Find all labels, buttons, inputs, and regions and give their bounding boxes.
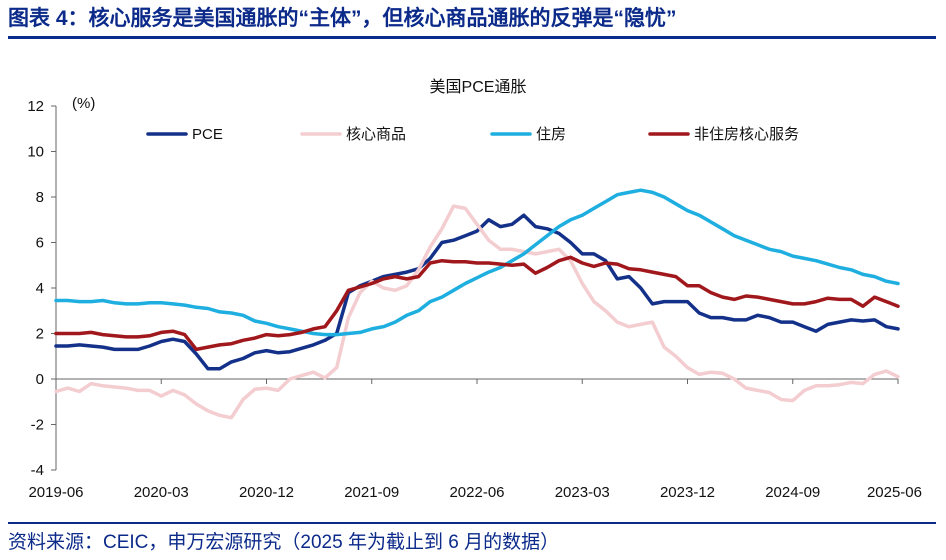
y-tick-label: -2 (31, 417, 44, 434)
y-axis: 12 10 8 6 4 2 0 -2 -4 (27, 98, 57, 479)
x-axis: 2019-06 2020-03 2020-12 2021-09 2022-06 2023-… (28, 378, 922, 501)
page-title: 图表 4：核心服务是美国通胀的“主体”，但核心商品通胀的反弹是“隐忧” (8, 7, 677, 30)
series-line-3 (54, 255, 900, 352)
legend-label: 非住房核心服务 (694, 126, 799, 143)
legend-label: 住房 (536, 126, 566, 143)
y-axis-unit-label: (%) (72, 95, 95, 112)
source-divider (8, 522, 936, 524)
y-tick-label: 2 (36, 326, 44, 343)
y-tick-label: 0 (36, 371, 44, 388)
y-tick-label: 12 (27, 98, 44, 115)
x-tick-label: 2020-03 (134, 484, 189, 501)
series-line-1 (54, 204, 900, 420)
series-line-2 (54, 188, 900, 337)
x-tick-label: 2020-12 (239, 484, 294, 501)
x-tick-label: 2025-06 (867, 484, 922, 501)
y-tick-label: 8 (36, 189, 44, 206)
y-tick-label: 10 (27, 144, 44, 161)
x-tick-label: 2024-09 (765, 484, 820, 501)
legend-label: PCE (192, 126, 223, 143)
legend: PCE 核心商品 住房 非住房核心服务 (146, 126, 799, 143)
x-tick-label: 2021-09 (344, 484, 399, 501)
title-divider (8, 36, 936, 39)
chart-canvas: 美国PCE通胀 (%) 12 10 8 6 4 2 0 -2 -4 2019-06 2020-03… (27, 78, 922, 501)
legend-label: 核心商品 (346, 126, 406, 143)
y-tick-label: 6 (36, 235, 44, 252)
y-tick-label: 4 (36, 280, 44, 297)
x-tick-label: 2023-03 (555, 484, 610, 501)
y-tick-label: -4 (31, 462, 44, 479)
series-line-0 (54, 213, 900, 371)
series-lines (54, 188, 900, 420)
source-note: 资料来源：CEIC，申万宏源研究（2025 年为截止到 6 月的数据） (8, 532, 560, 553)
x-tick-label: 2019-06 (28, 484, 83, 501)
x-tick-label: 2023-12 (660, 484, 715, 501)
x-tick-label: 2022-06 (449, 484, 504, 501)
chart-title: 美国PCE通胀 (430, 78, 527, 96)
